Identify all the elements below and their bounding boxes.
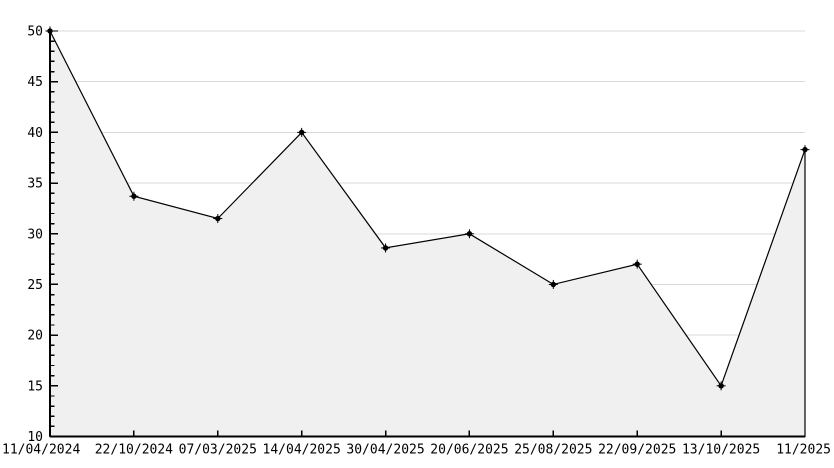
data-point-marker-3 <box>298 129 305 136</box>
data-point-marker-5 <box>466 231 473 237</box>
data-point-marker-9 <box>802 146 808 153</box>
y-tick-label-40: 40 <box>27 126 43 141</box>
x-tick-label-6: 25/08/2025 <box>514 443 592 458</box>
y-tick-label-45: 45 <box>27 75 43 90</box>
data-point-marker-6 <box>550 281 557 288</box>
data-point-marker-4 <box>382 245 389 251</box>
data-point-marker-7 <box>634 261 640 267</box>
x-tick-label-2: 07/03/2025 <box>179 443 257 458</box>
y-tick-label-35: 35 <box>27 177 43 192</box>
y-tick-label-20: 20 <box>27 329 43 344</box>
x-tick-label-3: 14/04/2025 <box>263 443 341 458</box>
y-tick-label-50: 50 <box>27 25 43 40</box>
x-tick-label-8: 13/10/2025 <box>682 443 760 458</box>
x-tick-label-9: 11/2025 <box>776 443 831 458</box>
x-tick-label-4: 30/04/2025 <box>346 443 424 458</box>
x-tick-label-7: 22/09/2025 <box>598 443 676 458</box>
data-point-marker-2 <box>215 215 221 222</box>
data-point-marker-1 <box>131 193 137 199</box>
y-tick-label-10: 10 <box>27 430 43 445</box>
data-point-marker-0 <box>47 28 53 34</box>
y-tick-label-25: 25 <box>27 278 43 293</box>
x-tick-label-5: 20/06/2025 <box>430 443 508 458</box>
data-point-marker-8 <box>718 383 724 389</box>
y-tick-label-30: 30 <box>27 227 43 242</box>
x-tick-label-1: 22/10/2024 <box>95 443 173 458</box>
x-tick-label-0: 11/04/2024 <box>2 443 80 458</box>
y-tick-label-15: 15 <box>27 379 43 394</box>
